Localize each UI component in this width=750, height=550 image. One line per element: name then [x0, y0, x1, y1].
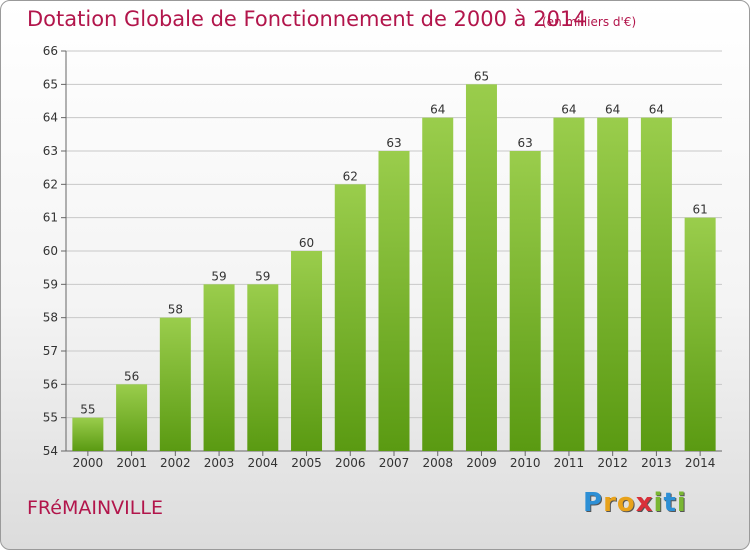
- bar-2007: [378, 151, 410, 451]
- data-label-2010: 63: [518, 136, 533, 150]
- bar-2003: [203, 284, 235, 451]
- y-tick-label: 56: [43, 377, 58, 391]
- y-tick-label: 62: [43, 177, 58, 191]
- chart-title: Dotation Globale de Fonctionnement de 20…: [27, 7, 587, 31]
- x-tick-label: 2003: [204, 456, 235, 470]
- y-tick-label: 57: [43, 344, 58, 358]
- y-tick-label: 63: [43, 144, 58, 158]
- y-tick-label: 64: [43, 111, 58, 125]
- bar-2014: [684, 217, 716, 451]
- bar-2010: [509, 151, 541, 451]
- y-tick-label: 55: [43, 411, 58, 425]
- bar-2004: [247, 284, 279, 451]
- x-tick-label: 2007: [379, 456, 410, 470]
- logo-letter: P: [583, 488, 604, 518]
- bar-2002: [159, 317, 191, 451]
- data-label-2000: 55: [80, 403, 95, 417]
- logo-letter: t: [663, 488, 677, 518]
- data-label-2004: 59: [255, 269, 270, 283]
- y-tick-label: 61: [43, 211, 58, 225]
- data-label-2014: 61: [692, 203, 707, 217]
- y-tick-labels: 54 55 56 57 58 59 60 61 62 63 64 65 66: [43, 44, 58, 458]
- y-tick-label: 54: [43, 444, 58, 458]
- data-label-2011: 64: [561, 103, 576, 117]
- y-tick-label: 60: [43, 244, 58, 258]
- x-tick-label: 2014: [685, 456, 716, 470]
- y-tick-label: 66: [43, 44, 58, 58]
- data-label-2007: 63: [386, 136, 401, 150]
- data-label-2009: 65: [474, 69, 489, 83]
- y-tick-label: 58: [43, 311, 58, 325]
- bar-2008: [422, 117, 454, 452]
- logo-letter: x: [635, 488, 654, 518]
- bar-2006: [334, 184, 366, 452]
- y-tick-label: 59: [43, 277, 58, 291]
- x-tick-label: 2011: [554, 456, 585, 470]
- x-tick-label: 2008: [422, 456, 453, 470]
- data-label-2013: 64: [649, 103, 664, 117]
- commune-name: FRéMAINVILLE: [27, 497, 163, 519]
- x-tick-label: 2000: [73, 456, 104, 470]
- data-label-2003: 59: [211, 269, 226, 283]
- x-tick-label: 2012: [597, 456, 628, 470]
- bar-2000: [72, 417, 104, 451]
- x-tick-labels: 2000 2001 2002 2003 2004 2005 2006 2007 2008 2009…: [73, 451, 716, 470]
- chart-unit: (en milliers d'€): [542, 15, 637, 29]
- data-labels: 55 56 58 59 59 60 62 63 64 65 63 64 64 64 61: [80, 69, 708, 416]
- logo-letter: i: [676, 488, 687, 518]
- logo-letter: o: [616, 488, 636, 518]
- data-label-2005: 60: [299, 236, 314, 250]
- proxiti-logo: Proxiti: [583, 488, 687, 518]
- bar-2012: [597, 117, 629, 452]
- bar-2009: [465, 84, 497, 451]
- data-label-2008: 64: [430, 103, 445, 117]
- data-label-2006: 62: [343, 169, 358, 183]
- logo-letter: r: [603, 488, 617, 518]
- x-tick-label: 2009: [466, 456, 497, 470]
- x-tick-label: 2002: [160, 456, 191, 470]
- x-tick-label: 2001: [116, 456, 147, 470]
- data-label-2012: 64: [605, 103, 620, 117]
- y-tick-label: 65: [43, 77, 58, 91]
- x-tick-label: 2004: [248, 456, 279, 470]
- bar-2005: [291, 251, 323, 451]
- logo-letter: i: [653, 488, 664, 518]
- bar-2001: [116, 384, 148, 451]
- x-tick-label: 2005: [291, 456, 322, 470]
- bar-2013: [640, 117, 672, 452]
- bars: [72, 84, 716, 452]
- data-label-2002: 58: [168, 303, 183, 317]
- bar-2011: [553, 117, 585, 452]
- x-tick-label: 2006: [335, 456, 366, 470]
- x-tick-label: 2013: [641, 456, 672, 470]
- x-tick-label: 2010: [510, 456, 541, 470]
- data-label-2001: 56: [124, 369, 139, 383]
